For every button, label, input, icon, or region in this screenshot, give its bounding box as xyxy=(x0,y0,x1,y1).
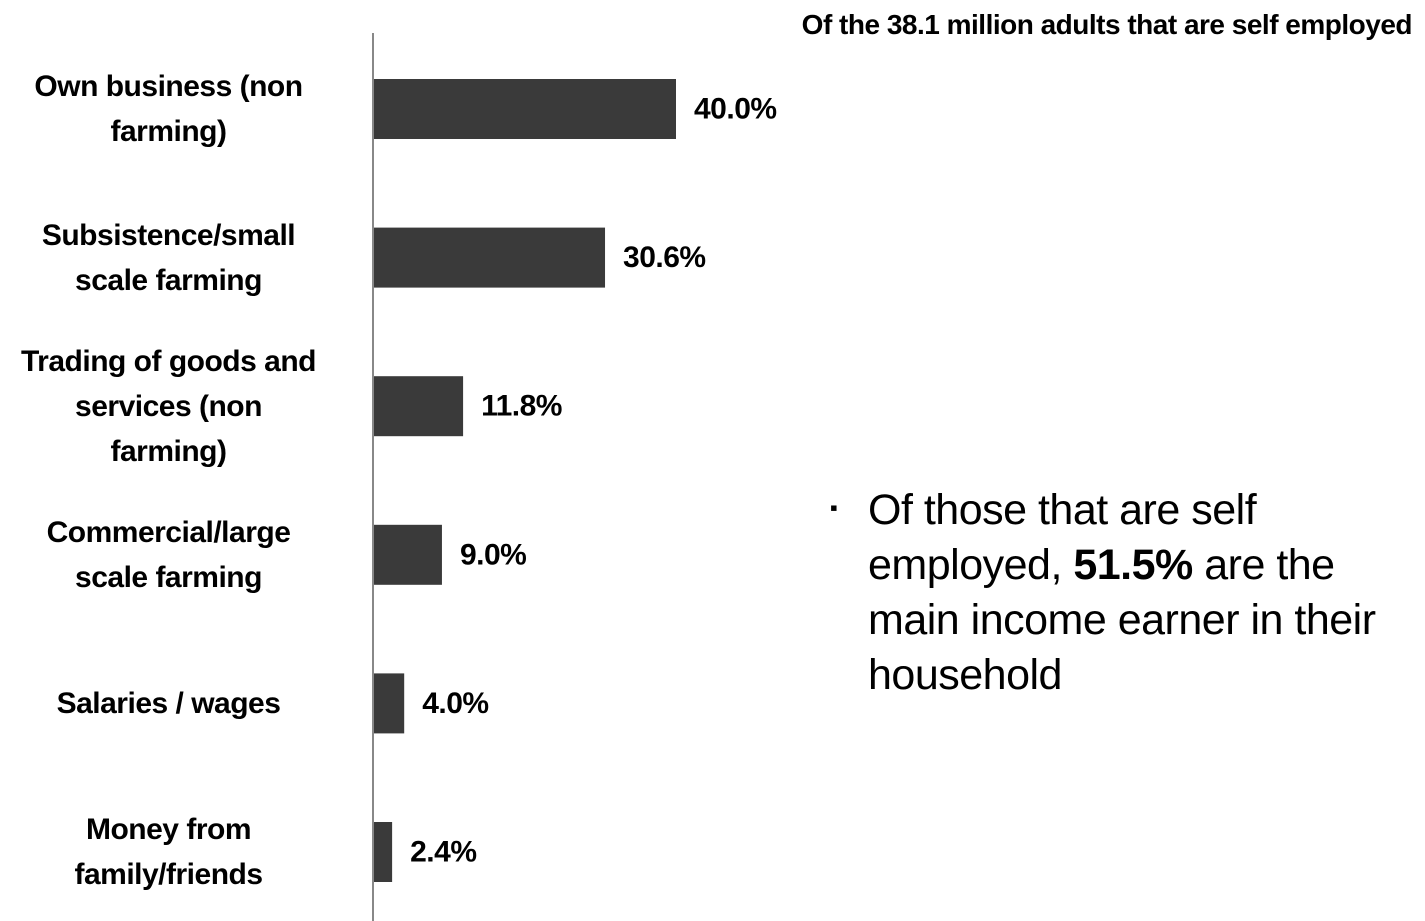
bar-value-label: 2.4% xyxy=(410,836,476,869)
bar-value-label: 11.8% xyxy=(481,390,562,423)
bar xyxy=(374,822,393,882)
bar-value-label: 9.0% xyxy=(460,538,526,571)
category-label: Trading of goods and services (non farming… xyxy=(0,339,337,474)
category-label-line: Salaries / wages xyxy=(56,686,281,720)
category-label: Own business (non farming) xyxy=(0,64,337,154)
category-label-line: scale farming xyxy=(75,560,262,594)
category-label-line: Trading of goods and xyxy=(21,344,316,378)
bar-value-label: 4.0% xyxy=(422,687,488,720)
category-label: Commercial/large scale farming xyxy=(0,510,337,600)
category-label: Salaries / wages xyxy=(0,681,337,726)
category-label-line: services (non xyxy=(75,389,262,423)
category-label: Money from family/friends xyxy=(0,807,337,897)
bar xyxy=(374,524,442,585)
bar xyxy=(374,79,676,139)
category-label-line: family/friends xyxy=(74,858,263,891)
category-label-line: farming) xyxy=(110,434,228,468)
category-label-line: Money from xyxy=(85,813,252,846)
category-label-line: farming) xyxy=(110,115,228,148)
bar xyxy=(374,673,405,734)
bar xyxy=(374,376,464,437)
bars-group xyxy=(374,79,676,882)
chart-subtitle: Of the 38.1 million adults that are self… xyxy=(801,9,1413,40)
note-text-end: are the main income earner in their hous… xyxy=(868,541,1376,699)
bar xyxy=(374,227,606,288)
category-label-line: Commercial/large xyxy=(46,515,291,549)
category-label-line: scale farming xyxy=(75,263,262,297)
category-label: Subsistence/small scale farming xyxy=(0,213,337,303)
bar-value-label: 40.0% xyxy=(694,93,777,126)
value-labels-group: 40.0% 30.6% 11.8% 9.0% 4.0% 2.4% xyxy=(410,93,777,869)
bar-value-label: 30.6% xyxy=(623,241,706,274)
note-highlight-value: 51.5% xyxy=(1073,541,1193,589)
note-text: Of those that are self employed, 51.5% a… xyxy=(868,483,1420,703)
note-text-start: Of those that are self employed, xyxy=(868,486,1257,589)
bullet-icon: ▪ xyxy=(830,495,838,520)
category-label-line: Own business (non xyxy=(34,70,303,103)
category-label-line: Subsistence/small xyxy=(41,218,296,252)
